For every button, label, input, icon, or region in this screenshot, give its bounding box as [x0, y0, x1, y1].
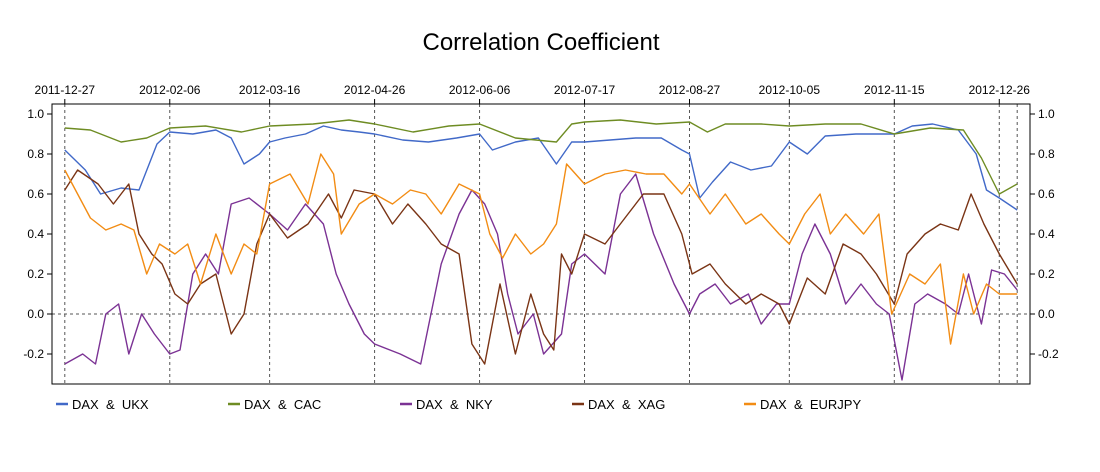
legend: DAX & UKX DAX & CAC DAX & NKY DAX & XAG DAX … — [56, 397, 861, 412]
legend-label: DAX & CAC — [244, 397, 321, 412]
legend-label: DAX & UKX — [72, 397, 149, 412]
y-tick-label-left: 0.4 — [27, 227, 44, 241]
y-tick-label-right: 0.8 — [1038, 147, 1055, 161]
x-tick-label: 2012-11-15 — [864, 83, 925, 97]
chart-title: Correlation Coefficient — [422, 29, 659, 56]
y-tick-label-right: 0.0 — [1038, 307, 1055, 321]
x-tick-label: 2012-04-26 — [344, 83, 406, 97]
x-axis-ticks: 2011-12-27 2012-02-06 2012-03-16 2012-04-26… — [35, 83, 1031, 104]
y-axis-ticks: 1.0 1.0 0.8 0.8 0.6 0.6 0.4 0.4 0.2 0.2 0.0 0.0 -0.2… — [23, 107, 1059, 361]
y-tick-label-left: -0.2 — [23, 347, 44, 361]
series-line — [64, 153, 1018, 345]
series-line — [64, 123, 1018, 211]
x-tick-label: 2012-08-27 — [659, 83, 721, 97]
y-tick-label-right: 0.2 — [1038, 267, 1055, 281]
y-tick-label-right: -0.2 — [1038, 347, 1059, 361]
legend-label: DAX & EURJPY — [760, 397, 861, 412]
y-tick-label-left: 1.0 — [27, 107, 44, 121]
x-tick-label: 2012-12-26 — [969, 83, 1031, 97]
series-lines — [64, 119, 1018, 381]
x-tick-label: 2012-03-16 — [239, 83, 301, 97]
legend-label: DAX & XAG — [588, 397, 665, 412]
plot-frame — [51, 103, 1031, 385]
y-tick-label-left: 0.0 — [27, 307, 44, 321]
y-tick-label-left: 0.2 — [27, 267, 44, 281]
series-line — [64, 169, 1018, 365]
y-tick-label-left: 0.8 — [27, 147, 44, 161]
y-tick-label-right: 0.6 — [1038, 187, 1055, 201]
x-tick-label: 2012-02-06 — [139, 83, 201, 97]
series-line — [64, 119, 1018, 195]
y-tick-label-right: 1.0 — [1038, 107, 1055, 121]
series-line — [64, 173, 1018, 381]
x-tick-label: 2011-12-27 — [35, 83, 96, 97]
x-tick-label: 2012-10-05 — [759, 83, 821, 97]
legend-label: DAX & NKY — [416, 397, 493, 412]
y-tick-label-left: 0.6 — [27, 187, 44, 201]
x-tick-label: 2012-06-06 — [449, 83, 511, 97]
x-tick-label: 2012-07-17 — [554, 83, 616, 97]
y-tick-label-right: 0.4 — [1038, 227, 1055, 241]
